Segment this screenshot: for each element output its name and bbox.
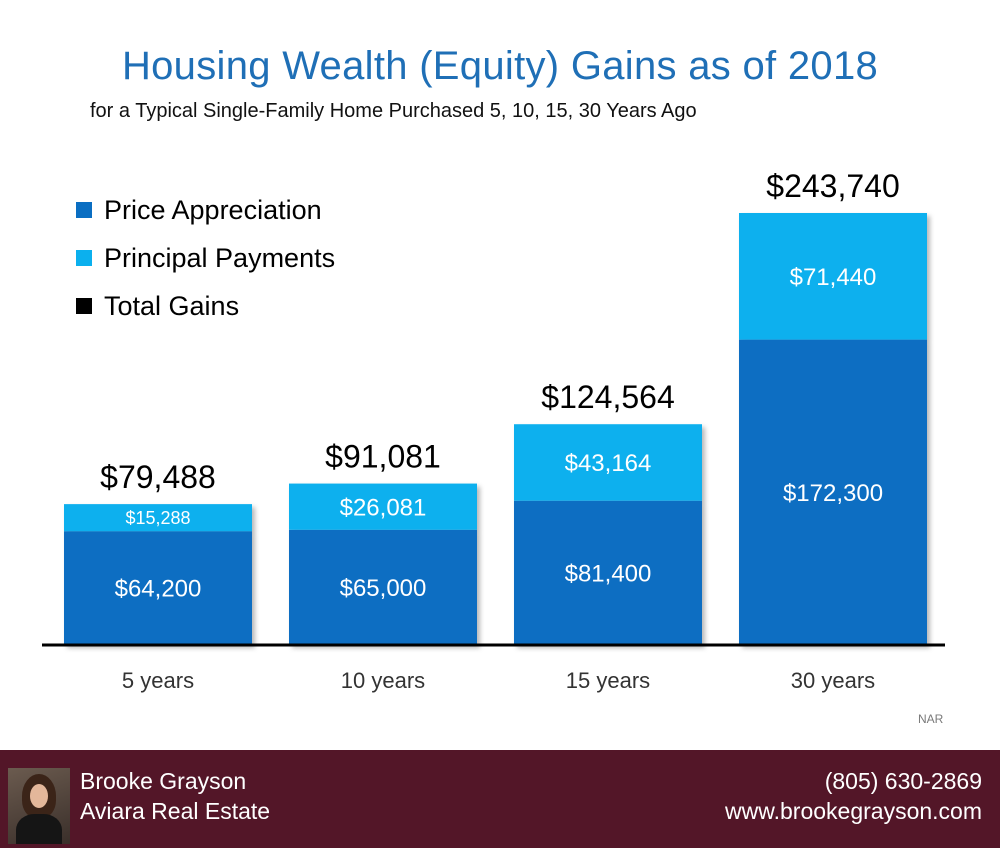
phone-number[interactable]: (805) 630-2869 bbox=[824, 768, 982, 794]
legend-label-total-gains: Total Gains bbox=[104, 290, 240, 321]
bar-principal-payments-5-years bbox=[64, 504, 252, 532]
labels-layer: $64,200 $15,288 $79,488 5 years $65,000 $26,0… bbox=[100, 168, 900, 693]
source-note: NAR bbox=[918, 712, 944, 726]
agent-photo bbox=[8, 768, 70, 844]
bars-layer bbox=[64, 213, 927, 645]
stacked-bar-chart: $64,200 $15,288 $79,488 5 years $65,000 $26,0… bbox=[42, 168, 945, 693]
x-tick-label-30-years: 30 years bbox=[791, 668, 875, 693]
total-label-10-years: $91,081 bbox=[325, 439, 441, 475]
bar-price-appreciation-30-years bbox=[739, 339, 927, 645]
bar-group-30-years bbox=[739, 213, 927, 645]
bar-group-5-years bbox=[64, 504, 252, 645]
total-label-15-years: $124,564 bbox=[541, 379, 674, 415]
total-label-30-years: $243,740 bbox=[766, 168, 899, 204]
value-label-principal-payments-15-years: $43,164 bbox=[565, 450, 652, 477]
value-label-price-appreciation-10-years: $65,000 bbox=[340, 575, 427, 602]
company-name: Aviara Real Estate bbox=[80, 798, 271, 824]
chart-title: Housing Wealth (Equity) Gains as of 2018 bbox=[121, 44, 879, 88]
website-link[interactable]: www.brookegrayson.com bbox=[725, 798, 982, 824]
legend-item-principal-payments: Principal Payments bbox=[76, 234, 335, 282]
bar-price-appreciation-5-years bbox=[64, 531, 252, 645]
value-label-principal-payments-30-years: $71,440 bbox=[790, 264, 877, 291]
value-label-principal-payments-5-years: $15,288 bbox=[125, 508, 190, 528]
value-label-price-appreciation-5-years: $64,200 bbox=[115, 576, 202, 603]
legend-label-price-appreciation: Price Appreciation bbox=[104, 194, 322, 225]
legend: Price Appreciation Principal Payments To… bbox=[76, 186, 335, 330]
footer-banner: Brooke Grayson Aviara Real Estate (805) … bbox=[0, 750, 1000, 848]
agent-name: Brooke Grayson bbox=[80, 768, 247, 794]
value-label-principal-payments-10-years: $26,081 bbox=[340, 494, 427, 521]
legend-swatch-total-gains bbox=[76, 298, 92, 314]
bar-price-appreciation-15-years bbox=[514, 500, 702, 645]
x-tick-label-15-years: 15 years bbox=[566, 668, 650, 693]
chart-subtitle: for a Typical Single-Family Home Purchas… bbox=[90, 100, 697, 122]
bar-principal-payments-10-years bbox=[289, 483, 477, 530]
bar-group-15-years bbox=[514, 424, 702, 645]
value-label-price-appreciation-15-years: $81,400 bbox=[565, 561, 652, 588]
bar-principal-payments-15-years bbox=[514, 424, 702, 501]
legend-swatch-principal-payments bbox=[76, 250, 92, 266]
legend-item-total-gains: Total Gains bbox=[76, 282, 335, 330]
legend-swatch-price-appreciation bbox=[76, 202, 92, 218]
x-tick-label-10-years: 10 years bbox=[341, 668, 425, 693]
legend-item-price-appreciation: Price Appreciation bbox=[76, 186, 335, 234]
bar-principal-payments-30-years bbox=[739, 213, 927, 340]
legend-label-principal-payments: Principal Payments bbox=[104, 242, 336, 273]
value-label-price-appreciation-30-years: $172,300 bbox=[783, 480, 883, 507]
bar-group-10-years bbox=[289, 483, 477, 645]
bar-price-appreciation-10-years bbox=[289, 529, 477, 645]
x-tick-label-5-years: 5 years bbox=[122, 668, 194, 693]
total-label-5-years: $79,488 bbox=[100, 459, 216, 495]
